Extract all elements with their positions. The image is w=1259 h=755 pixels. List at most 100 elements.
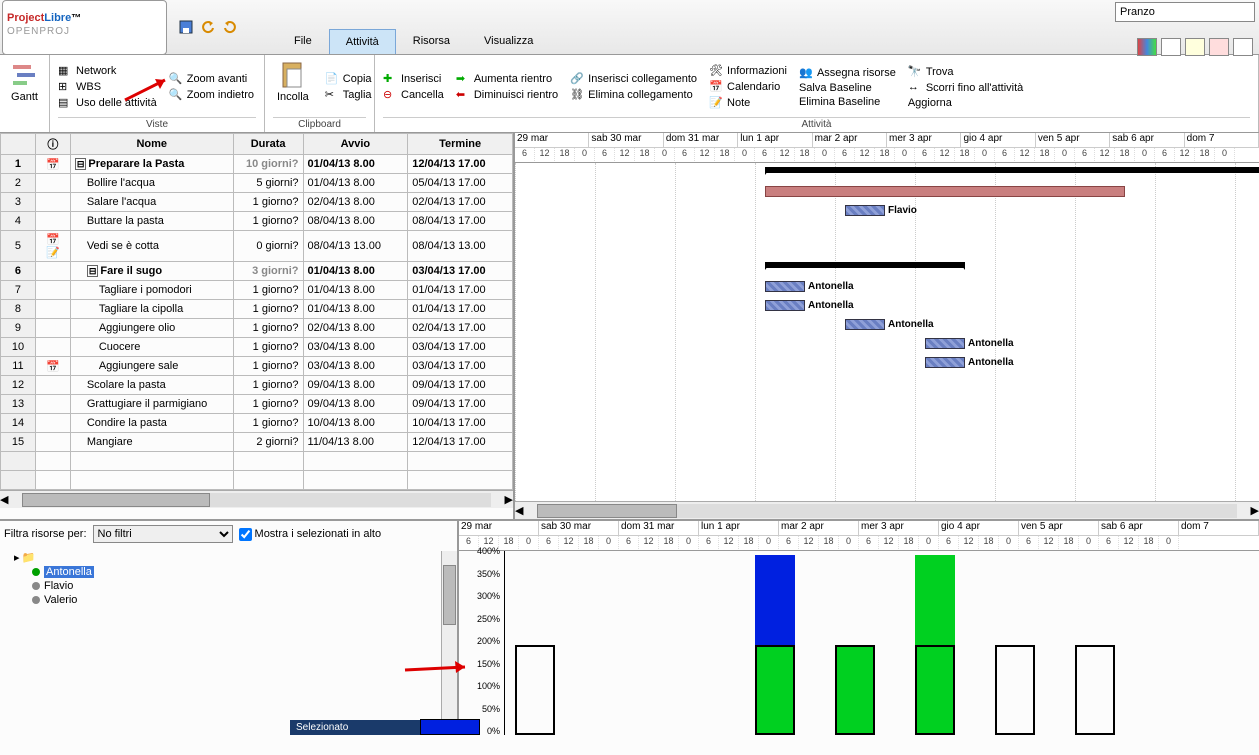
gantt-bar[interactable]: Antonella [925,338,965,349]
task-row[interactable]: 12 Scolare la pasta 1 giorno? 09/04/13 8… [1,376,513,395]
annotation-arrow-1 [120,75,180,105]
histogram-capacity-bar [755,645,795,735]
view-icon-4[interactable] [1209,38,1229,56]
task-row[interactable]: 7 Tagliare i pomodori 1 giorno? 01/04/13… [1,281,513,300]
view-icon-2[interactable] [1161,38,1181,56]
notes-button[interactable]: 📝Note [709,96,787,110]
histogram-chart[interactable] [504,551,1259,735]
task-row[interactable]: 2 Bollire l'acqua 5 giorni? 01/04/13 8.0… [1,174,513,193]
gantt-bar[interactable]: Flavio [845,205,885,216]
task-row[interactable]: 11 📅 Aggiungere sale 1 giorno? 03/04/13 … [1,357,513,376]
col-durata[interactable]: Durata [233,134,303,155]
histogram-capacity-bar [835,645,875,735]
gantt-icon [11,61,39,89]
unlink-button[interactable]: ⛓Elimina collegamento [570,88,697,102]
task-row[interactable]: 4 Buttare la pasta 1 giorno? 08/04/13 8.… [1,212,513,231]
task-table[interactable]: ⓘ Nome Durata Avvio Termine 1 📅 ⊟Prepara… [0,133,513,490]
filter-select[interactable]: No filtri [93,525,233,543]
scroll-to-button[interactable]: ↔Scorri fino all'attività [908,81,1023,95]
task-row[interactable]: 6 ⊟Fare il sugo 3 giorni? 01/04/13 8.00 … [1,262,513,281]
resource-vscroll[interactable] [441,551,457,735]
paste-icon [279,61,307,89]
col-avvio[interactable]: Avvio [303,134,408,155]
tab-file[interactable]: File [277,28,329,54]
task-hscroll[interactable]: ◀▶ [0,490,513,508]
histogram-capacity-bar [995,645,1035,735]
calendar-button[interactable]: 📅Calendario [709,80,787,94]
gantt-bar[interactable]: Antonella [925,357,965,368]
info-button[interactable]: 🛠Informazioni [709,64,787,78]
ribbon: Gantt ▦Network ⊞WBS ▤Uso delle attività … [0,55,1259,133]
show-selected-checkbox[interactable]: Mostra i selezionati in alto [239,528,382,541]
viste-label: Viste [58,117,256,130]
task-row[interactable]: 8 Tagliare la cipolla 1 giorno? 01/04/13… [1,300,513,319]
legend-selected-label: Selezionato [290,720,420,735]
save-icon[interactable] [179,20,193,34]
task-row[interactable]: 5 📅📝 Vedi se è cotta 0 giorni? 08/04/13 … [1,231,513,262]
outdent-button[interactable]: ⬅Diminuisci rientro [456,88,558,102]
task-row[interactable]: 14 Condire la pasta 1 giorno? 10/04/13 8… [1,414,513,433]
save-baseline-button[interactable]: Salva Baseline [799,82,896,94]
tab-attivita[interactable]: Attività [329,29,396,54]
gantt-bar[interactable] [765,167,1259,173]
view-icon-1[interactable] [1137,38,1157,56]
gantt-timeline-header: 29 marsab 30 mardom 31 marlun 1 aprmar 2… [515,133,1259,163]
gantt-bar[interactable]: Antonella [765,281,805,292]
histogram-pane: 29 marsab 30 mardom 31 marlun 1 aprmar 2… [459,521,1259,735]
indent-button[interactable]: ➡Aumenta rientro [456,72,558,86]
task-row[interactable]: 10 Cuocere 1 giorno? 03/04/13 8.00 03/04… [1,338,513,357]
filter-label: Filtra risorse per: [4,528,87,540]
gantt-bar[interactable] [765,262,965,268]
gantt-bar[interactable]: Antonella [845,319,885,330]
col-info[interactable]: ⓘ [35,134,70,155]
zoom-out-button[interactable]: 🔍Zoom indietro [169,88,254,102]
resource-item[interactable]: Valerio [32,594,453,606]
view-icons [1137,38,1253,56]
gantt-label: Gantt [11,91,38,103]
histogram-capacity-bar [1075,645,1115,735]
cut-button[interactable]: ✂Taglia [325,88,372,102]
view-icon-3[interactable] [1185,38,1205,56]
task-grid-pane: ⓘ Nome Durata Avvio Termine 1 📅 ⊟Prepara… [0,133,515,519]
title-bar: ProjectLibre™ OPENPROJ File Attività Ris… [0,0,1259,55]
histogram-timeline-header: 29 marsab 30 mardom 31 marlun 1 aprmar 2… [459,521,1259,551]
link-button[interactable]: 🔗Inserisci collegamento [570,72,697,86]
resource-tree[interactable]: ▸📁 Antonella Flavio Valerio [14,551,453,606]
gantt-button[interactable]: Gantt [8,57,41,107]
task-row[interactable]: 1 📅 ⊟Preparare la Pasta 10 giorni? 01/04… [1,155,513,174]
tab-risorsa[interactable]: Risorsa [396,28,467,54]
tab-visualizza[interactable]: Visualizza [467,28,550,54]
gantt-hscroll[interactable]: ◀▶ [515,501,1259,519]
paste-button[interactable]: Incolla [273,57,313,117]
view-icon-5[interactable] [1233,38,1253,56]
insert-button[interactable]: ✚Inserisci [383,72,444,86]
histogram-capacity-bar [515,645,555,735]
gantt-bar[interactable]: Antonella [765,300,805,311]
task-row[interactable]: 13 Grattugiare il parmigiano 1 giorno? 0… [1,395,513,414]
task-row[interactable]: 9 Aggiungere olio 1 giorno? 02/04/13 8.0… [1,319,513,338]
histogram-capacity-bar [915,645,955,735]
find-button[interactable]: 🔭Trova [908,65,1023,79]
col-nome[interactable]: Nome [70,134,233,155]
app-logo: ProjectLibre™ OPENPROJ [2,0,167,55]
task-row[interactable]: 3 Salare l'acqua 1 giorno? 02/04/13 8.00… [1,193,513,212]
redo-icon[interactable] [223,20,237,34]
gantt-chart[interactable]: Flavio Flavio Antonella Antonella Antonella A… [515,163,1259,503]
clipboard-label: Clipboard [273,117,366,130]
delete-button[interactable]: ⊖Cancella [383,88,444,102]
resource-item[interactable]: Antonella [32,566,453,578]
zoom-in-button[interactable]: 🔍Zoom avanti [169,72,254,86]
copy-button[interactable]: 📄Copia [325,72,372,86]
assign-button[interactable]: 👥Assegna risorse [799,66,896,80]
quick-access-toolbar [169,20,247,34]
resource-item[interactable]: Flavio [32,580,453,592]
col-termine[interactable]: Termine [408,134,513,155]
update-button[interactable]: Aggiorna [908,97,1023,109]
undo-icon[interactable] [201,20,215,34]
search-input[interactable] [1115,2,1255,22]
tree-root[interactable]: ▸📁 [14,551,453,564]
task-row[interactable]: 15 Mangiare 2 giorni? 11/04/13 8.00 12/0… [1,433,513,452]
gantt-bar[interactable]: Flavio [765,186,1125,197]
attivita-label: Attività [383,117,1250,130]
delete-baseline-button[interactable]: Elimina Baseline [799,96,896,108]
